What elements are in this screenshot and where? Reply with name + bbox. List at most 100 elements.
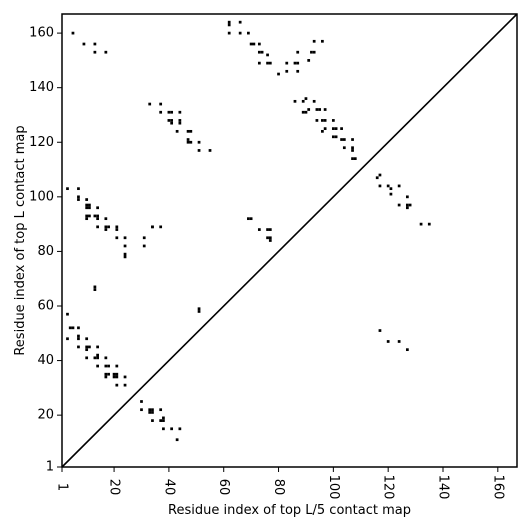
contact-point xyxy=(342,146,346,150)
contact-point xyxy=(178,119,182,122)
contact-point xyxy=(197,149,201,152)
contact-point xyxy=(88,214,91,218)
contact-point xyxy=(266,228,269,231)
contact-point xyxy=(285,69,289,73)
contact-point xyxy=(88,203,91,207)
contact-point xyxy=(334,135,338,139)
y-tick-label: 120 xyxy=(29,135,54,150)
contact-point xyxy=(293,61,297,65)
contact-point xyxy=(178,427,182,431)
contact-point xyxy=(397,184,401,188)
contact-point xyxy=(386,340,390,343)
contact-point xyxy=(266,61,269,65)
y-tick-label: 40 xyxy=(37,353,54,368)
contact-point xyxy=(318,108,322,111)
contact-point xyxy=(312,39,316,43)
contact-point xyxy=(77,187,80,191)
contact-point xyxy=(266,236,269,240)
contact-point xyxy=(353,157,357,160)
contact-point xyxy=(151,225,154,229)
contact-point xyxy=(257,228,261,231)
contact-point xyxy=(268,236,272,240)
contact-point xyxy=(351,138,354,141)
contact-point xyxy=(104,375,108,379)
y-tick-label: 1 xyxy=(46,460,54,475)
contact-point xyxy=(296,61,300,65)
contact-point xyxy=(238,31,242,35)
contact-point xyxy=(112,372,116,376)
contact-point xyxy=(315,108,319,111)
contact-point xyxy=(112,375,116,379)
contact-point xyxy=(285,61,289,65)
contact-point xyxy=(167,110,171,114)
contact-point xyxy=(321,39,324,43)
plot-frame xyxy=(61,13,518,468)
contact-point xyxy=(301,110,305,114)
contact-point xyxy=(378,184,382,188)
contact-point xyxy=(227,31,231,35)
contact-point xyxy=(260,50,264,54)
contact-point xyxy=(301,99,305,103)
contact-point xyxy=(123,236,127,240)
contact-point xyxy=(148,411,152,414)
y-tick-label: 20 xyxy=(37,408,54,423)
contact-point xyxy=(296,69,300,73)
contact-point xyxy=(85,345,89,349)
contact-point xyxy=(247,31,250,35)
contact-point xyxy=(331,135,335,139)
contact-point xyxy=(312,99,316,103)
contact-point xyxy=(321,119,324,122)
contact-point xyxy=(186,140,190,144)
contact-point xyxy=(175,438,179,442)
contact-point xyxy=(93,285,97,289)
x-tick-label: 80 xyxy=(271,479,286,496)
contact-point xyxy=(293,99,297,103)
contact-point xyxy=(104,50,108,54)
contact-point xyxy=(405,348,409,352)
contact-point xyxy=(96,225,99,229)
contact-point xyxy=(159,419,163,422)
x-axis-ticks: 1 20 40 60 80 100 120 140 160 xyxy=(55,467,505,499)
contact-point xyxy=(85,356,89,360)
contact-point xyxy=(351,146,354,150)
contact-point xyxy=(104,225,108,229)
contact-point xyxy=(123,244,127,248)
contact-point xyxy=(85,203,89,207)
contact-point xyxy=(115,383,119,387)
contact-point xyxy=(107,225,110,229)
contact-point xyxy=(296,50,300,54)
contact-point xyxy=(85,198,89,201)
contact-point xyxy=(252,42,256,46)
contact-point xyxy=(397,203,401,207)
contact-point xyxy=(197,140,201,144)
contact-point xyxy=(140,408,143,412)
contact-point xyxy=(170,121,174,125)
contact-point xyxy=(227,23,231,27)
contact-point xyxy=(66,187,69,191)
y-tick-label: 100 xyxy=(29,189,54,204)
contact-point xyxy=(408,203,412,207)
contact-point xyxy=(115,375,119,379)
contact-point xyxy=(68,326,72,330)
contact-point xyxy=(85,214,89,218)
contact-point xyxy=(266,53,269,57)
contact-point xyxy=(340,127,343,130)
contact-point xyxy=(249,42,253,46)
contact-point xyxy=(107,364,110,368)
contact-point xyxy=(307,108,311,111)
contact-point xyxy=(323,127,327,130)
contact-point xyxy=(405,195,409,199)
contact-point xyxy=(307,59,311,62)
contact-point xyxy=(389,192,393,196)
contact-point xyxy=(88,206,91,210)
contact-point xyxy=(268,239,272,242)
contact-point xyxy=(197,307,201,311)
contact-point xyxy=(151,408,154,412)
contact-point xyxy=(159,102,163,106)
contact-point xyxy=(389,187,393,191)
contact-point xyxy=(123,252,127,256)
contact-point xyxy=(142,244,146,248)
contact-point xyxy=(257,42,261,46)
contact-point xyxy=(96,217,99,221)
